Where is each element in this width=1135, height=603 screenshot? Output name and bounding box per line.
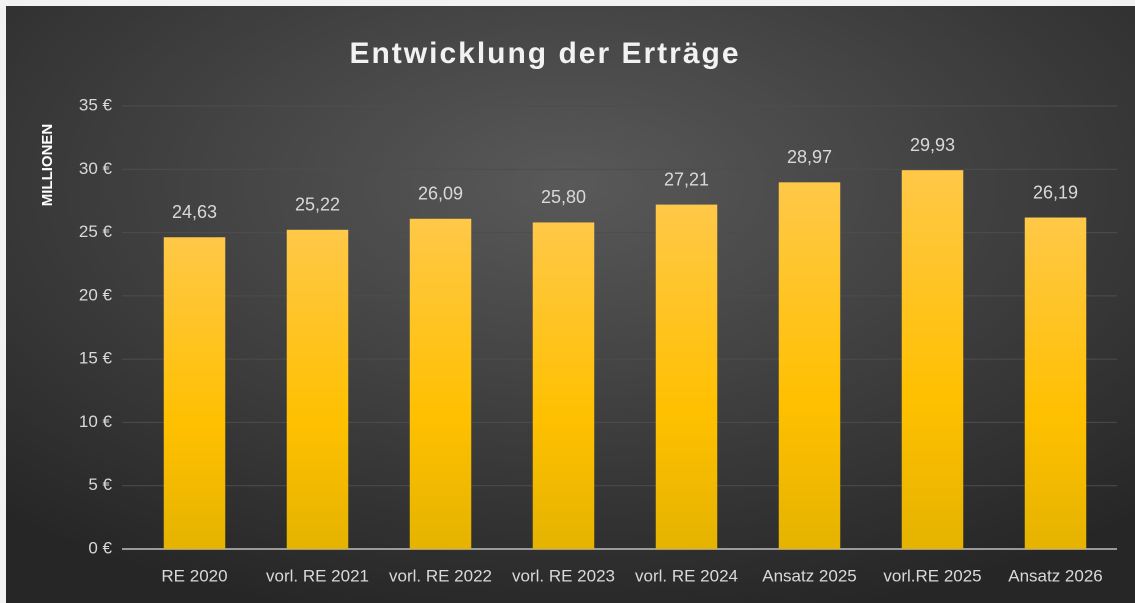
- x-tick-label: RE 2020: [161, 566, 227, 585]
- data-label: 24,63: [172, 202, 217, 222]
- bar: [409, 218, 472, 549]
- y-tick-label: 0 €: [88, 538, 112, 557]
- y-tick-label: 20 €: [79, 285, 113, 304]
- data-label: 29,93: [910, 135, 955, 155]
- x-tick-label: vorl.RE 2025: [883, 566, 981, 585]
- y-tick-label: 5 €: [88, 475, 112, 494]
- data-label: 28,97: [787, 147, 832, 167]
- x-tick-label: Ansatz 2025: [762, 566, 857, 585]
- y-tick-label: 10 €: [79, 412, 113, 431]
- y-tick-label: 30 €: [79, 159, 113, 178]
- data-label: 26,09: [418, 184, 463, 204]
- x-tick-label: vorl. RE 2022: [389, 566, 492, 585]
- x-tick-label: vorl. RE 2024: [635, 566, 738, 585]
- bar: [901, 170, 964, 550]
- y-tick-label: 35 €: [79, 95, 113, 114]
- bar: [286, 229, 349, 549]
- bar: [1024, 217, 1087, 549]
- data-label: 26,19: [1033, 182, 1078, 202]
- x-tick-label: vorl. RE 2023: [512, 566, 615, 585]
- y-axis-title: MILLIONEN: [39, 124, 56, 207]
- y-tick-label: 25 €: [79, 222, 113, 241]
- x-tick-label: Ansatz 2026: [1008, 566, 1103, 585]
- bar: [778, 182, 841, 549]
- x-tick-label: vorl. RE 2021: [266, 566, 369, 585]
- bar: [163, 237, 226, 549]
- y-tick-label: 15 €: [79, 349, 113, 368]
- data-label: 27,21: [664, 169, 709, 189]
- data-label: 25,22: [295, 195, 340, 215]
- bar: [532, 222, 595, 549]
- data-label: 25,80: [541, 187, 586, 207]
- bar: [655, 204, 718, 550]
- chart-title: Entwicklung der Erträge: [349, 37, 740, 70]
